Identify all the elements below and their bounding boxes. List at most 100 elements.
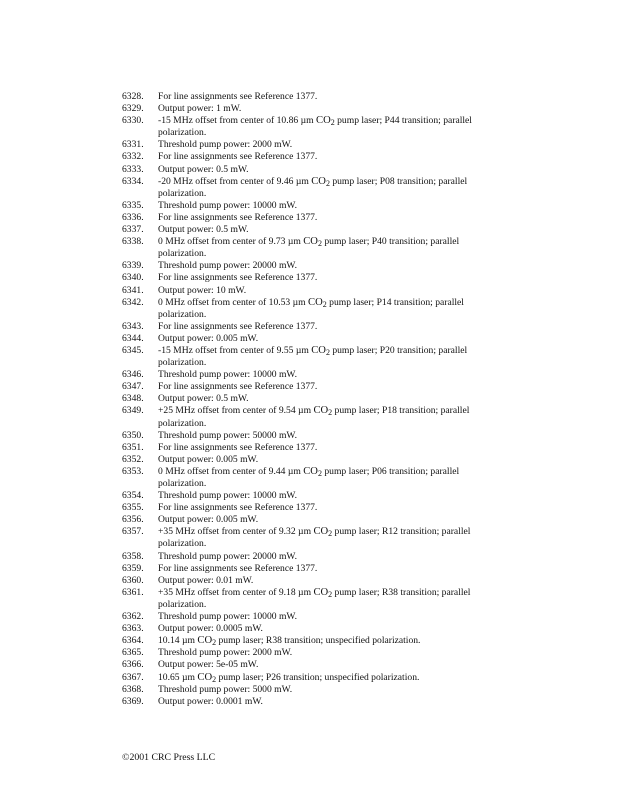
note-number: 6366. — [122, 659, 144, 671]
note-item: 6346. Threshold pump power: 10000 mW. — [122, 369, 542, 381]
note-text: For line assignments see Reference 1377. — [158, 502, 542, 514]
note-text-after: pump laser; P44 transition; parallel — [334, 115, 472, 127]
notes-list: 6328. For line assignments see Reference … — [122, 91, 542, 708]
note-item: 6356. Output power: 0.005 mW. — [122, 514, 542, 526]
note-item: 6329. Output power: 1 mW. — [122, 103, 542, 115]
note-number: 6333. — [122, 163, 144, 175]
note-text-before: 0 MHz offset from center of 9.73 µm — [158, 236, 304, 248]
note-item: 6335. Threshold pump power: 10000 mW. — [122, 200, 542, 212]
note-text-content: Output power: 0.0001 mW. — [158, 695, 263, 707]
note-text: Threshold pump power: 20000 mW. — [158, 551, 542, 563]
formula-subscript: 2 — [328, 529, 333, 539]
note-text-before: 10.65 µm — [158, 671, 198, 683]
note-text-content: Output power: 0.01 mW. — [158, 574, 254, 586]
formula-subscript: 2 — [325, 178, 330, 188]
chemical-formula: CO — [313, 526, 329, 538]
note-text-content: For line assignments see Reference 1377. — [158, 272, 318, 284]
chemical-formula: CO — [311, 175, 326, 187]
note-text-content: Threshold pump power: 5000 mW. — [158, 683, 293, 695]
note-item: 6348. Output power: 0.5 mW. — [122, 393, 542, 405]
note-number: 6336. — [122, 211, 144, 223]
note-number: 6357. — [122, 526, 144, 538]
note-item: 6362. Threshold pump power: 10000 mW. — [122, 611, 542, 623]
formula-subscript: 2 — [317, 239, 322, 249]
formula-subscript: 2 — [212, 638, 217, 648]
note-text: Output power: 0.0005 mW. — [158, 623, 542, 635]
note-number: 6358. — [122, 550, 144, 562]
note-number: 6338. — [122, 236, 144, 248]
note-text-before: +35 MHz offset from center of 9.32 µm — [158, 526, 314, 538]
copyright-footer: ©2001 CRC Press LLC — [122, 752, 216, 763]
note-text: 10.14 µm CO2 pump laser; R38 transition;… — [158, 635, 542, 647]
note-text-before: -20 MHz offset from center of 9.46 µm — [158, 175, 312, 187]
note-text: Threshold pump power: 20000 mW. — [158, 260, 542, 272]
note-text-content: For line assignments see Reference 1377. — [158, 151, 318, 163]
note-text-after: pump laser; R12 transition; parallel — [332, 526, 471, 538]
note-text-content: Output power: 0.5 mW. — [158, 393, 249, 405]
chemical-formula: CO — [316, 115, 331, 127]
note-number: 6354. — [122, 490, 144, 502]
note-text: Threshold pump power: 2000 mW. — [158, 647, 542, 659]
note-number: 6334. — [122, 175, 144, 187]
note-text: +35 MHz offset from center of 9.18 µm CO… — [158, 587, 542, 611]
note-text-after: pump laser; P40 transition; parallel — [321, 236, 460, 248]
note-text: Output power: 0.5 mW. — [158, 224, 542, 236]
note-item: 6349. +25 MHz offset from center of 9.54 … — [122, 405, 542, 429]
formula-subscript: 2 — [212, 674, 217, 684]
chemical-formula: CO — [311, 344, 326, 356]
note-text-before: -15 MHz offset from center of 9.55 µm — [158, 344, 312, 356]
note-item: 6328. For line assignments see Reference … — [122, 91, 542, 103]
note-text-before: -15 MHz offset from center of 10.86 µm — [158, 115, 317, 127]
note-item: 6352. Output power: 0.005 mW. — [122, 454, 542, 466]
note-text-content: Output power: 0.005 mW. — [158, 453, 259, 465]
formula-subscript: 2 — [322, 299, 327, 309]
note-number: 6337. — [122, 224, 144, 236]
note-text: Output power: 0.5 mW. — [158, 164, 542, 176]
chemical-formula: CO — [303, 236, 318, 248]
note-number: 6328. — [122, 91, 144, 102]
note-text: +25 MHz offset from center of 9.54 µm CO… — [158, 405, 542, 429]
note-item: 6364. 10.14 µm CO2 pump laser; R38 transi… — [122, 635, 542, 647]
note-text-content: For line assignments see Reference 1377. — [158, 91, 318, 102]
note-item: 6353. 0 MHz offset from center of 9.44 µm… — [122, 466, 542, 490]
note-text-content: Output power: 0.005 mW. — [158, 514, 259, 526]
note-text-content: Output power: 0.5 mW. — [158, 224, 249, 236]
note-text-content: Output power: 5e-05 mW. — [158, 659, 259, 671]
note-text-content: Output power: 0.5 mW. — [158, 163, 249, 175]
note-item: 6358. Threshold pump power: 20000 mW. — [122, 551, 542, 563]
note-text-after: pump laser; P20 transition; parallel — [329, 344, 468, 356]
note-number: 6344. — [122, 332, 144, 344]
note-text: For line assignments see Reference 1377. — [158, 212, 542, 224]
note-text: Threshold pump power: 10000 mW. — [158, 490, 542, 502]
chemical-formula: CO — [313, 405, 329, 417]
note-item: 6350. Threshold pump power: 50000 mW. — [122, 430, 542, 442]
note-item: 6363. Output power: 0.0005 mW. — [122, 623, 542, 635]
chemical-formula: CO — [313, 586, 329, 598]
note-text: Output power: 0.005 mW. — [158, 454, 542, 466]
note-text: -20 MHz offset from center of 9.46 µm CO… — [158, 176, 542, 200]
note-number: 6368. — [122, 683, 144, 695]
note-text-content: Output power: 10 mW. — [158, 284, 247, 296]
note-text: -15 MHz offset from center of 10.86 µm C… — [158, 115, 542, 139]
note-text-content: Output power: 0.0005 mW. — [158, 623, 263, 635]
note-number: 6360. — [122, 574, 144, 586]
note-number: 6351. — [122, 441, 144, 453]
note-number: 6342. — [122, 296, 144, 308]
formula-subscript: 2 — [317, 468, 322, 478]
note-text: Threshold pump power: 5000 mW. — [158, 684, 542, 696]
note-number: 6364. — [122, 635, 144, 647]
chemical-formula: CO — [303, 465, 318, 477]
note-text-content: For line assignments see Reference 1377. — [158, 320, 318, 332]
note-item: 6354. Threshold pump power: 10000 mW. — [122, 490, 542, 502]
note-item: 6351. For line assignments see Reference … — [122, 442, 542, 454]
note-item: 6369. Output power: 0.0001 mW. — [122, 696, 542, 708]
note-text-before: +35 MHz offset from center of 9.18 µm — [158, 586, 314, 598]
note-item: 6357. +35 MHz offset from center of 9.32 … — [122, 526, 542, 550]
note-item: 6355. For line assignments see Reference … — [122, 502, 542, 514]
note-text: For line assignments see Reference 1377. — [158, 272, 542, 284]
note-text-continuation: polarization. — [158, 478, 207, 489]
note-number: 6356. — [122, 514, 144, 526]
note-number: 6361. — [122, 586, 144, 598]
note-number: 6341. — [122, 284, 144, 296]
note-text: Output power: 0.005 mW. — [158, 514, 542, 526]
